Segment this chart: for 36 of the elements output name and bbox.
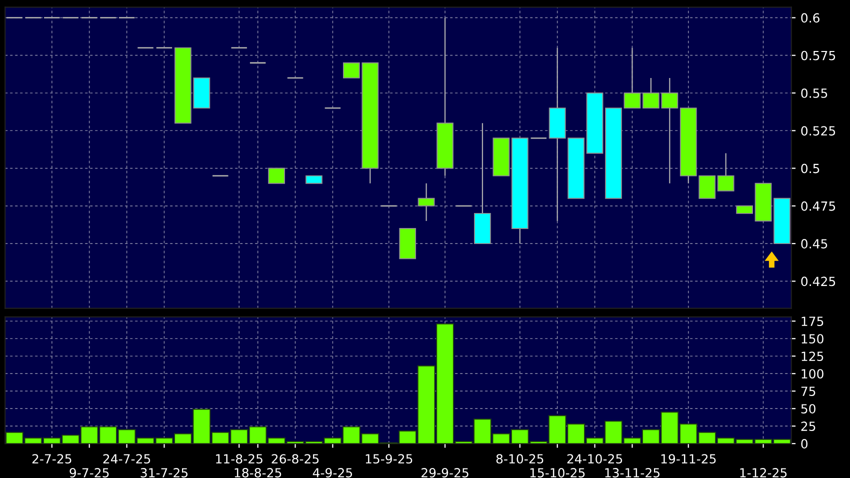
x-tick-label: 24-7-25 xyxy=(103,454,150,464)
y-tick-label: 0.525 xyxy=(801,126,836,136)
x-tick-label: 1-12-25 xyxy=(740,468,787,478)
x-tick-label: 15-10-25 xyxy=(530,468,585,478)
x-tick-label: 26-8-25 xyxy=(272,454,319,464)
y-tick-label: 125 xyxy=(802,352,824,362)
y-tick-label: 25 xyxy=(801,422,816,432)
y-tick-label: 0.575 xyxy=(801,50,836,60)
x-tick-label: 2-7-25 xyxy=(32,454,72,464)
y-tick-label: 0.6 xyxy=(801,13,820,23)
x-tick-label: 15-9-25 xyxy=(366,454,412,464)
x-tick-label: 31-7-25 xyxy=(140,468,188,478)
x-tick-label: 29-9-25 xyxy=(422,468,468,478)
x-tick-label: 4-9-25 xyxy=(312,468,352,478)
y-tick-label: 175 xyxy=(802,316,824,326)
x-tick-label: 13-11-25 xyxy=(605,468,660,478)
x-tick-label: 8-10-25 xyxy=(496,454,544,464)
y-tick-label: 0.425 xyxy=(801,276,836,286)
y-tick-label: 100 xyxy=(802,369,824,379)
x-tick-label: 11-8-25 xyxy=(216,454,262,464)
y-tick-label: 0.45 xyxy=(801,239,828,248)
candlestick xyxy=(268,168,285,184)
y-tick-label: 75 xyxy=(801,386,816,396)
y-tick-label: 0.5 xyxy=(801,164,820,174)
y-tick-label: 0 xyxy=(801,439,808,449)
y-tick-label: 0.55 xyxy=(801,88,828,98)
y-tick-label: 0.475 xyxy=(801,201,836,211)
y-tick-label: 150 xyxy=(802,334,824,344)
x-tick-label: 24-10-25 xyxy=(567,454,622,464)
x-tick-label: 18-8-25 xyxy=(234,468,282,478)
candlestick xyxy=(717,152,734,192)
candlestick xyxy=(418,182,435,222)
x-tick-label: 19-11-25 xyxy=(661,454,716,464)
candlestick xyxy=(624,47,641,109)
y-tick-label: 50 xyxy=(801,404,816,414)
x-tick-label: 9-7-25 xyxy=(70,468,109,478)
